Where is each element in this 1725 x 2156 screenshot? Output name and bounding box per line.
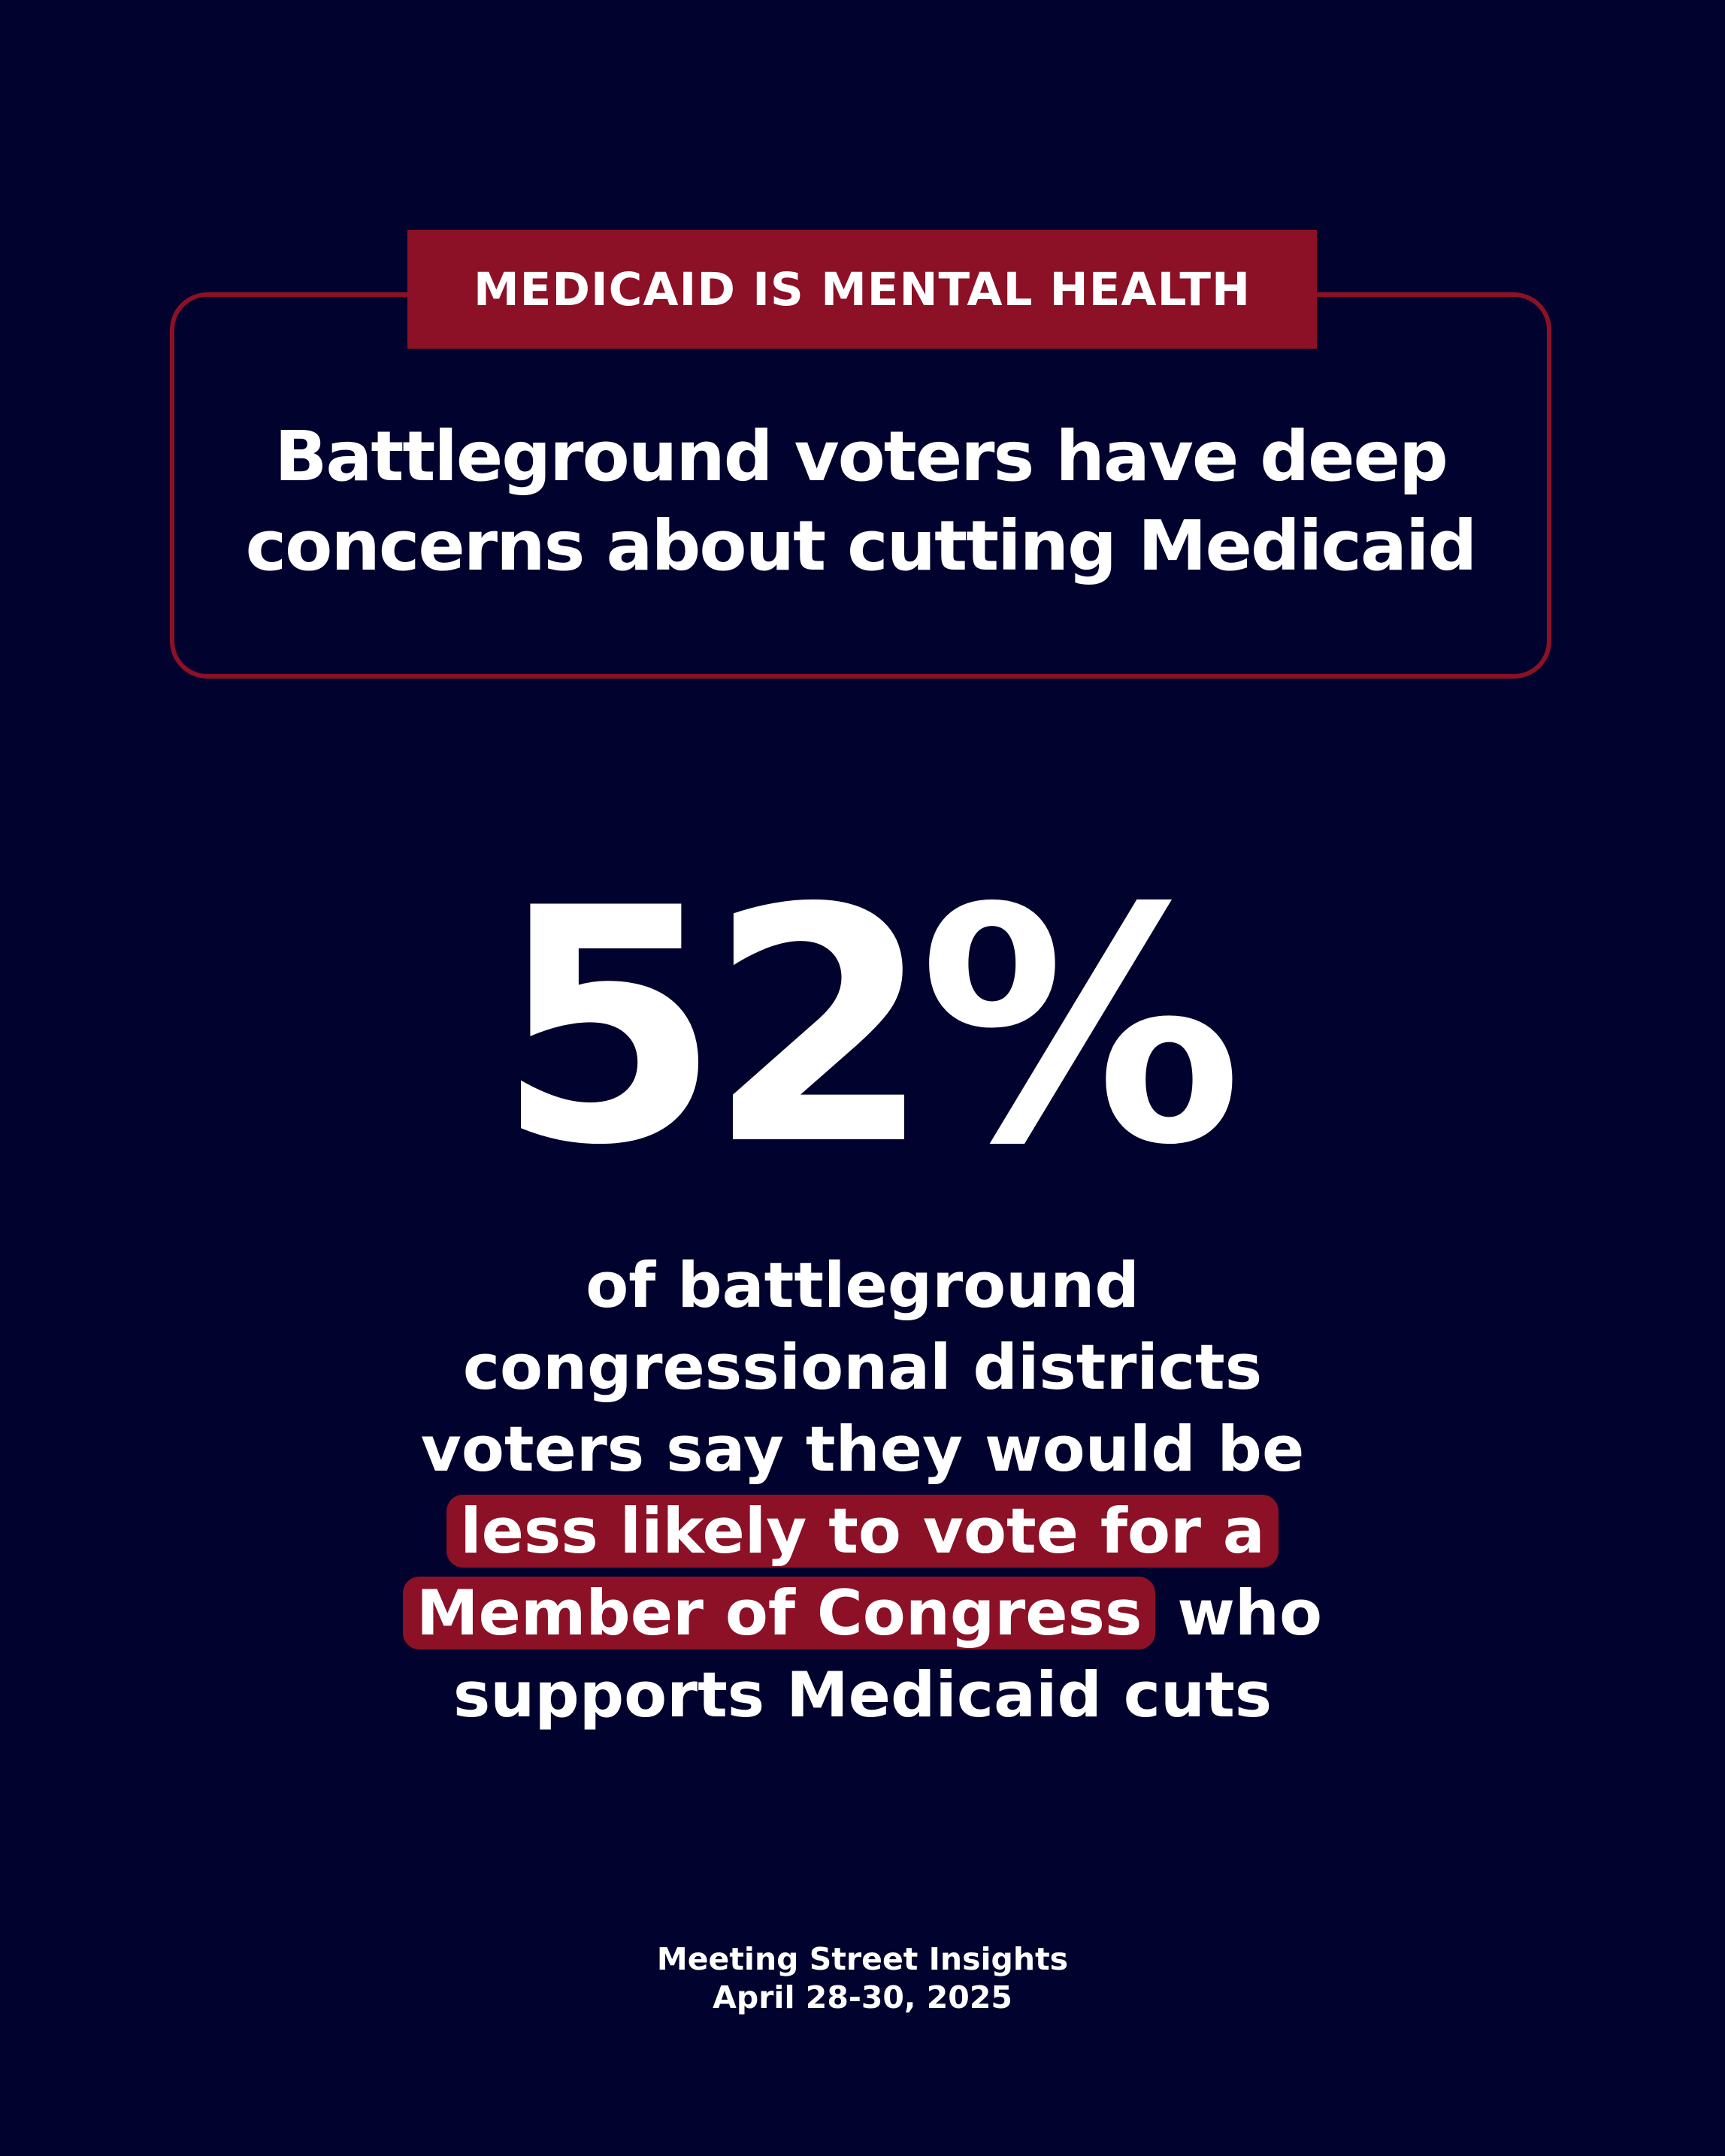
description-line-2: congressional districts [462, 1331, 1263, 1404]
headline-line-1: Battleground voters have deep [274, 416, 1448, 497]
description-line-3: voters say they would be [420, 1413, 1305, 1486]
category-tag-label: MEDICAID IS MENTAL HEALTH [473, 262, 1251, 316]
category-tag: MEDICAID IS MENTAL HEALTH [407, 230, 1317, 349]
description-line-5: Member of Congress who [0, 1572, 1725, 1654]
source-citation: Meeting Street Insights April 28-30, 202… [0, 1940, 1725, 2017]
source-org: Meeting Street Insights [656, 1941, 1069, 1977]
description-line-6: supports Medicaid cuts [452, 1659, 1273, 1731]
description-line-5-rest: who [1155, 1577, 1323, 1650]
headline-line-2: concerns about cutting Medicaid [245, 506, 1478, 586]
description-line-4: less likely to vote for a [0, 1490, 1725, 1572]
headline: Battleground voters have deep concerns a… [170, 412, 1551, 591]
highlight-text-2: Member of Congress [402, 1577, 1156, 1650]
highlight-text-1: less likely to vote for a [446, 1495, 1279, 1568]
stat-value: 52% [495, 840, 1242, 1216]
description-line-1: of battleground [586, 1249, 1139, 1322]
source-date: April 28-30, 2025 [713, 1979, 1012, 2015]
stat-description: of battleground congressional districts … [0, 1244, 1725, 1736]
